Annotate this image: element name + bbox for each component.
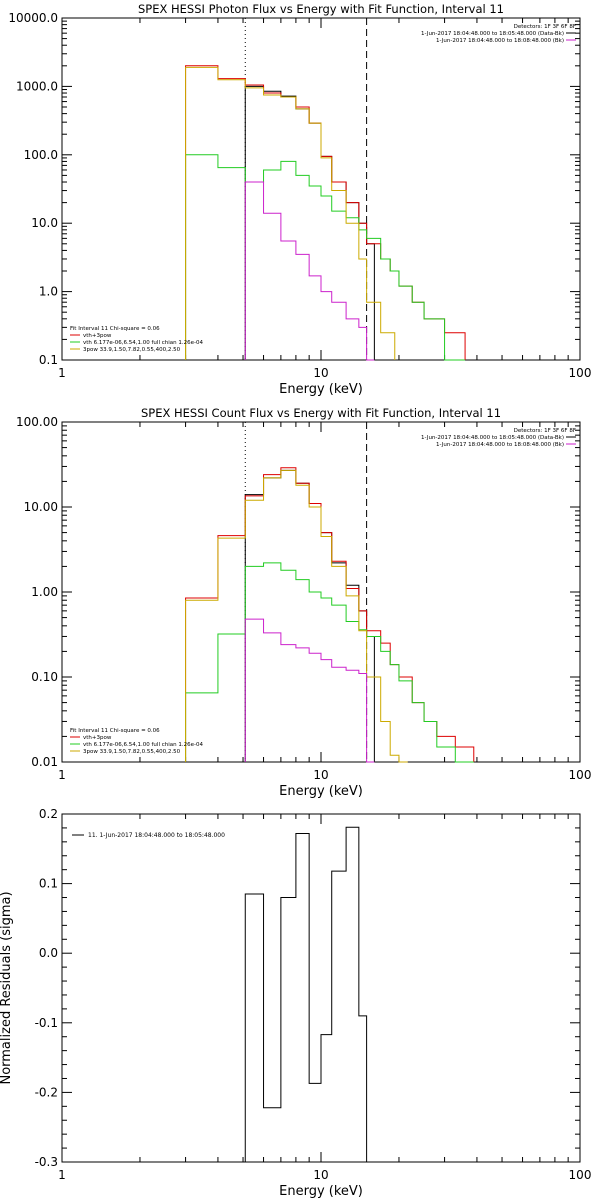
- y-tick-label: 1.0: [39, 285, 58, 299]
- y-axis-label: Normalized Residuals (sigma): [0, 891, 14, 1084]
- y-tick-label: 1.00: [31, 585, 58, 599]
- series-line-4: [244, 618, 375, 763]
- legend-entry: vth+3pow: [83, 333, 112, 339]
- y-tick-label: -0.1: [35, 1016, 58, 1030]
- legend-entry: vth 6.177e-06,6.54,1.00 full chian 1.26e…: [83, 742, 203, 748]
- legend-entry: 1-Jun-2017 18:04:48.000 to 18:08:48.000 …: [436, 38, 564, 44]
- y-tick-label: 10.0: [31, 216, 58, 230]
- y-tick-label: -0.3: [35, 1155, 58, 1169]
- chart-title-0: SPEX HESSI Photon Flux vs Energy with Fi…: [138, 2, 504, 16]
- series-line-3: [185, 469, 408, 763]
- legend-entry: vth+3pow: [83, 735, 112, 741]
- plot-frame-2: [61, 813, 581, 1163]
- series-line-2: [185, 562, 474, 763]
- x-tick-label: 100: [569, 1168, 592, 1182]
- series-line-2: [185, 154, 466, 361]
- x-axis-label: Energy (keV): [279, 784, 363, 799]
- x-tick-label: 1: [58, 768, 66, 782]
- y-tick-label: 0.1: [39, 353, 58, 367]
- legend-entry: 11. 1-Jun-2017 18:04:48.000 to 18:05:48.…: [88, 832, 225, 839]
- legend-entry: 3pow 33.9,1.50,7.82,0.55,400,2.50: [83, 749, 181, 755]
- x-tick-label: 1: [58, 366, 66, 380]
- legend-entry: 3pow 33.9,1.50,7.82,0.55,400,2.50: [83, 347, 181, 353]
- series-line-0: [244, 469, 375, 762]
- x-axis-label: Energy (keV): [279, 382, 363, 397]
- legend-entry: Detectors: 1F 3F 6F 8F: [514, 24, 576, 30]
- x-axis-label: Energy (keV): [279, 1184, 363, 1199]
- y-tick-label: 10.00: [24, 500, 58, 514]
- y-tick-label: 0.10: [31, 670, 58, 684]
- legend-entry: 1-Jun-2017 18:04:48.000 to 18:05:48.000 …: [421, 435, 564, 441]
- series-line-0: [244, 826, 375, 1163]
- x-tick-label: 10: [313, 366, 328, 380]
- legend-entry: Fit Interval 11 Chi-square = 0.06: [70, 326, 160, 332]
- y-tick-label: 100.00: [16, 415, 58, 429]
- legend-entry: vth 6.177e-06,6.54,1.00 full chian 1.26e…: [83, 340, 203, 346]
- y-tick-label: 1000.0: [16, 79, 58, 93]
- legend-entry: Detectors: 1F 3F 6F 8F: [514, 428, 576, 434]
- series-line-1: [185, 65, 466, 360]
- x-tick-label: 10: [313, 1168, 328, 1182]
- y-tick-label: 0.1: [39, 877, 58, 891]
- x-tick-label: 100: [569, 366, 592, 380]
- x-tick-label: 100: [569, 768, 592, 782]
- legend-entry: 1-Jun-2017 18:04:48.000 to 18:08:48.000 …: [436, 442, 564, 448]
- x-tick-label: 1: [58, 1168, 66, 1182]
- y-tick-label: 100.0: [24, 148, 58, 162]
- y-tick-label: 0.01: [31, 755, 58, 769]
- y-tick-label: 0.2: [39, 807, 58, 821]
- y-tick-label: -0.2: [35, 1085, 58, 1099]
- y-tick-label: 10000.0: [8, 11, 58, 25]
- series-line-1: [185, 467, 475, 762]
- x-tick-label: 10: [313, 768, 328, 782]
- chart-title-1: SPEX HESSI Count Flux vs Energy with Fit…: [141, 406, 501, 420]
- legend-entry: 1-Jun-2017 18:04:48.000 to 18:05:48.000 …: [421, 31, 564, 37]
- legend-entry: Fit Interval 11 Chi-square = 0.06: [70, 728, 160, 734]
- y-tick-label: 0.0: [39, 946, 58, 960]
- series-line-3: [185, 66, 396, 360]
- series-line-4: [244, 181, 375, 361]
